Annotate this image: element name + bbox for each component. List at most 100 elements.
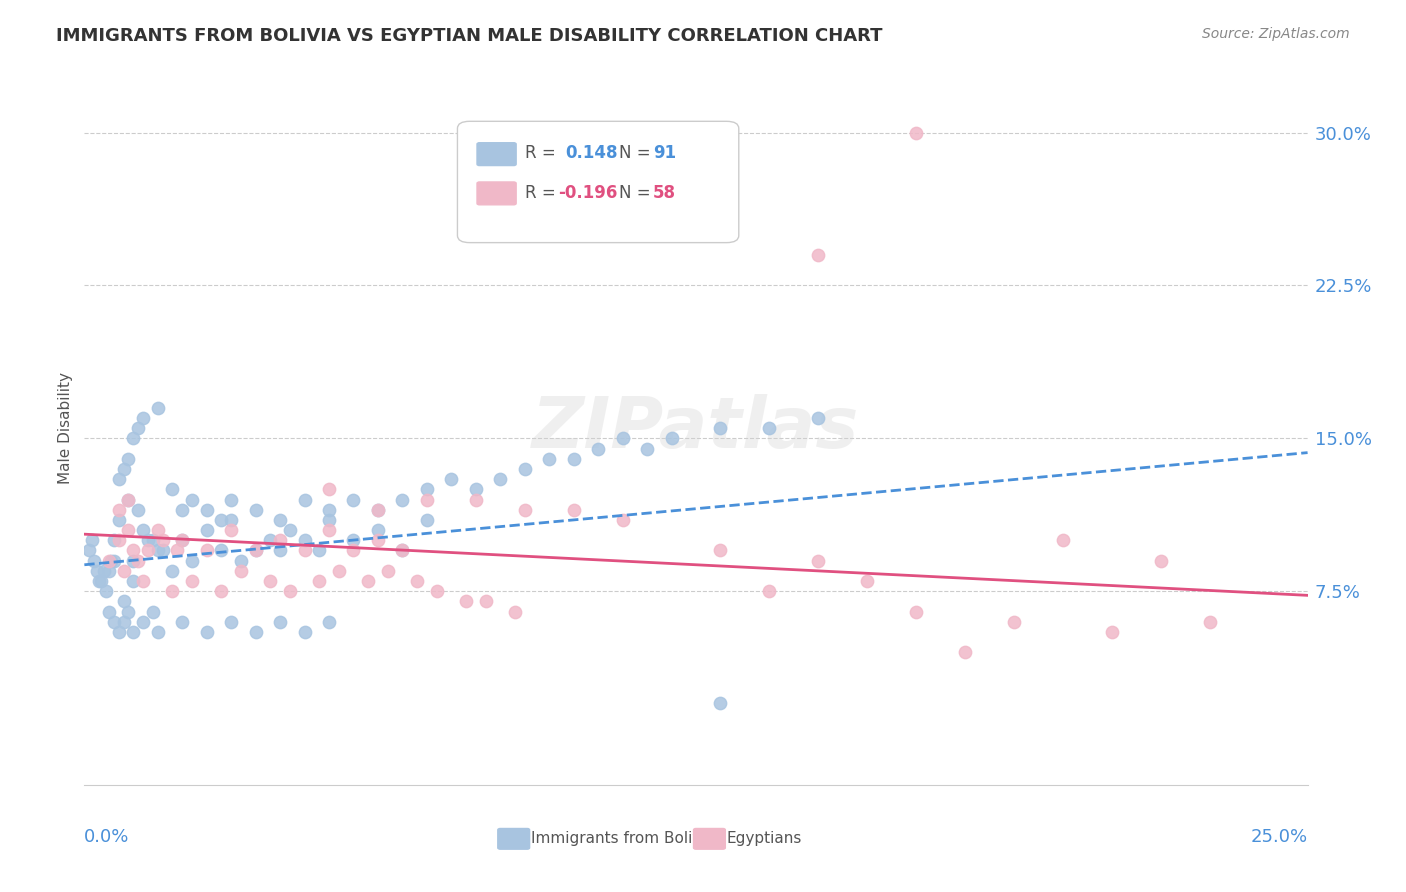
Point bbox=[112, 462, 135, 476]
Point bbox=[245, 543, 267, 558]
Point bbox=[269, 543, 291, 558]
Point bbox=[318, 513, 340, 527]
Point bbox=[172, 533, 194, 548]
Point bbox=[103, 533, 125, 548]
Point bbox=[181, 492, 204, 507]
Point bbox=[612, 431, 634, 445]
Point bbox=[406, 574, 429, 588]
Point bbox=[342, 492, 364, 507]
Text: N =: N = bbox=[619, 184, 651, 202]
Point bbox=[245, 625, 267, 640]
Point bbox=[122, 431, 145, 445]
Point bbox=[172, 615, 194, 629]
Point bbox=[342, 533, 364, 548]
Point bbox=[1002, 615, 1025, 629]
Point bbox=[294, 533, 316, 548]
Point bbox=[259, 533, 281, 548]
Point bbox=[391, 492, 413, 507]
Point bbox=[122, 554, 145, 568]
Y-axis label: Male Disability: Male Disability bbox=[58, 372, 73, 484]
Point bbox=[367, 502, 389, 516]
Point bbox=[513, 502, 536, 516]
Point bbox=[146, 625, 169, 640]
Point bbox=[142, 605, 165, 619]
Point bbox=[357, 574, 380, 588]
Point bbox=[612, 513, 634, 527]
Point bbox=[269, 533, 291, 548]
Point bbox=[807, 411, 830, 425]
Point bbox=[416, 483, 439, 497]
Point bbox=[127, 421, 149, 435]
Point bbox=[127, 502, 149, 516]
Point bbox=[474, 594, 496, 608]
Text: 0.148: 0.148 bbox=[565, 145, 617, 162]
Point bbox=[90, 574, 112, 588]
Point bbox=[294, 543, 316, 558]
Point bbox=[342, 543, 364, 558]
Point bbox=[758, 584, 780, 599]
Point bbox=[80, 533, 103, 548]
Point bbox=[807, 248, 830, 262]
Point bbox=[146, 401, 169, 415]
Text: 91: 91 bbox=[654, 145, 676, 162]
Text: -0.196: -0.196 bbox=[558, 184, 617, 202]
Point bbox=[142, 533, 165, 548]
Point bbox=[1198, 615, 1220, 629]
Point bbox=[454, 594, 477, 608]
FancyBboxPatch shape bbox=[477, 143, 516, 166]
Point bbox=[538, 451, 561, 466]
Point bbox=[229, 564, 252, 578]
Point bbox=[758, 421, 780, 435]
Point bbox=[1150, 554, 1173, 568]
Point bbox=[87, 574, 110, 588]
Point bbox=[112, 594, 135, 608]
Point bbox=[709, 543, 731, 558]
Point bbox=[136, 543, 159, 558]
Point bbox=[807, 554, 830, 568]
Point bbox=[367, 502, 389, 516]
FancyBboxPatch shape bbox=[477, 182, 516, 205]
Point bbox=[127, 554, 149, 568]
Point bbox=[132, 411, 155, 425]
Point bbox=[278, 523, 301, 537]
Point bbox=[464, 492, 486, 507]
Point bbox=[856, 574, 879, 588]
Point bbox=[117, 492, 139, 507]
Point bbox=[245, 502, 267, 516]
Point bbox=[367, 523, 389, 537]
Point bbox=[195, 625, 218, 640]
Point bbox=[122, 543, 145, 558]
Point bbox=[229, 554, 252, 568]
Point bbox=[562, 502, 585, 516]
Point bbox=[103, 615, 125, 629]
Point bbox=[1052, 533, 1074, 548]
Text: N =: N = bbox=[619, 145, 651, 162]
Point bbox=[245, 543, 267, 558]
Point bbox=[97, 605, 120, 619]
Point bbox=[318, 502, 340, 516]
Point bbox=[107, 533, 129, 548]
Point bbox=[308, 574, 330, 588]
Point bbox=[209, 584, 232, 599]
Point bbox=[112, 615, 135, 629]
Point bbox=[308, 543, 330, 558]
Point bbox=[152, 543, 174, 558]
Point bbox=[117, 492, 139, 507]
Point bbox=[219, 615, 242, 629]
Point bbox=[77, 543, 100, 558]
Point bbox=[636, 442, 658, 456]
FancyBboxPatch shape bbox=[457, 121, 738, 243]
Point bbox=[195, 502, 218, 516]
Point bbox=[209, 543, 232, 558]
Point bbox=[219, 523, 242, 537]
Point bbox=[97, 554, 120, 568]
Point bbox=[107, 502, 129, 516]
Point bbox=[269, 513, 291, 527]
Point bbox=[318, 615, 340, 629]
Point bbox=[86, 564, 108, 578]
Point bbox=[162, 483, 184, 497]
Point bbox=[83, 554, 105, 568]
Text: IMMIGRANTS FROM BOLIVIA VS EGYPTIAN MALE DISABILITY CORRELATION CHART: IMMIGRANTS FROM BOLIVIA VS EGYPTIAN MALE… bbox=[56, 27, 883, 45]
Point bbox=[166, 543, 188, 558]
Text: Egyptians: Egyptians bbox=[727, 831, 801, 846]
